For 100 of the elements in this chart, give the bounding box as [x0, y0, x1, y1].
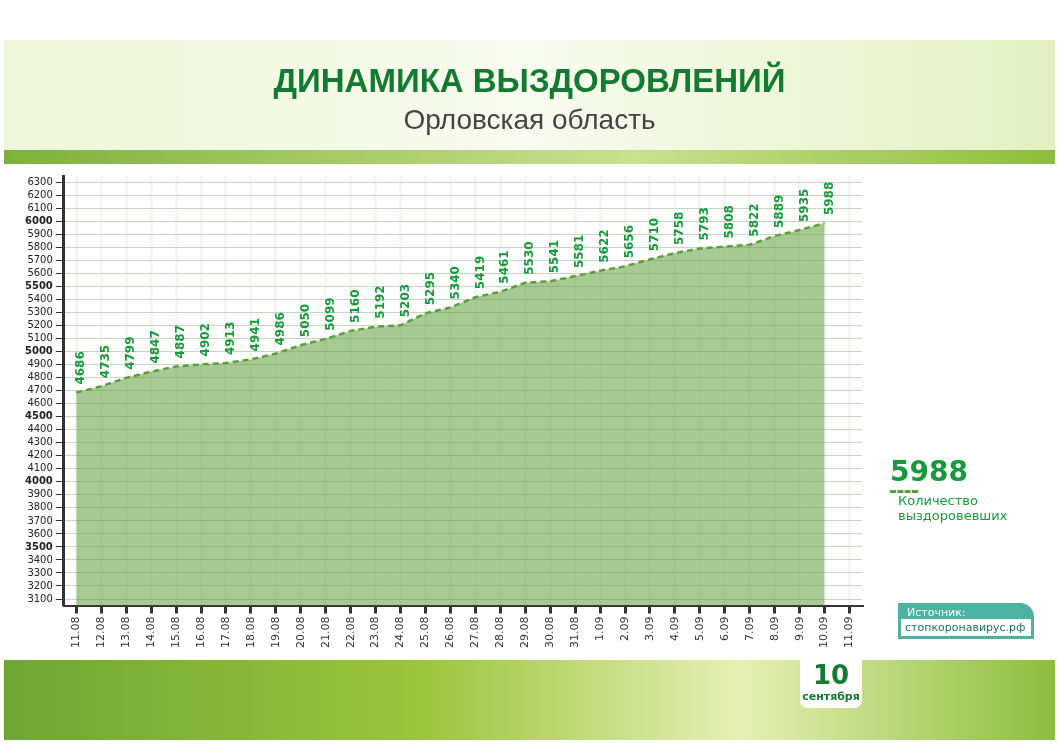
data-label: 5340	[447, 266, 462, 300]
data-label: 5822	[746, 203, 761, 237]
x-tick-label: 11.09	[842, 616, 856, 649]
y-tick-label: 3600	[27, 527, 53, 539]
x-tick-label: 21.08	[318, 616, 332, 649]
y-tick-label: 4800	[27, 371, 53, 383]
x-tick-label: 6.09	[717, 616, 731, 642]
y-tick-label: 5400	[27, 293, 53, 305]
data-label: 4847	[148, 330, 163, 364]
y-tick-label: 4100	[27, 462, 53, 474]
x-tick-label: 23.08	[368, 616, 382, 649]
legend-label: Количество выздоровевших	[898, 493, 1009, 523]
x-tick-label: 20.08	[293, 616, 307, 649]
x-tick-label: 16.08	[193, 616, 207, 649]
data-label: 5461	[497, 250, 512, 284]
text: 5988	[890, 455, 969, 488]
text: стопкоронавирус.рф	[901, 619, 1031, 636]
x-tick-label: 28.08	[493, 616, 507, 649]
x-tick-label: 22.08	[343, 616, 357, 649]
x-tick-label: 12.08	[94, 616, 108, 649]
x-tick-label: 8.09	[767, 616, 781, 642]
data-label: 5793	[697, 207, 711, 241]
y-tick-label: 6200	[27, 189, 53, 201]
data-label: 4902	[198, 323, 213, 357]
x-tick-label: 3.09	[642, 616, 656, 642]
y-tick-label: 5100	[27, 332, 53, 344]
data-label: 5099	[322, 297, 337, 331]
data-label: 4887	[173, 325, 188, 359]
data-label: 5050	[297, 303, 312, 338]
y-tick-label: 4200	[27, 449, 53, 461]
y-tick-label: 4400	[27, 423, 53, 435]
y-tick-label: 5700	[27, 254, 53, 266]
y-tick-label: 5800	[27, 241, 53, 253]
data-label: 4686	[73, 351, 88, 385]
data-label: 5710	[647, 217, 662, 252]
x-tick-label: 10.09	[817, 616, 831, 649]
data-label: 5419	[472, 255, 487, 290]
data-label: 5192	[372, 285, 387, 319]
data-label: 5656	[622, 224, 637, 259]
y-tick-label: 3800	[27, 501, 53, 513]
y-tick-label: 4300	[27, 436, 53, 448]
x-tick-label: 4.09	[667, 616, 681, 642]
y-tick-label: 5600	[27, 267, 53, 279]
data-label: 5935	[796, 188, 811, 223]
data-label: 5988	[821, 181, 836, 216]
y-tick-label: 6000	[24, 215, 53, 227]
data-label: 5889	[771, 194, 786, 228]
y-tick-label: 6300	[27, 176, 53, 188]
text: 10 сентября	[801, 660, 861, 703]
y-tick-label: 4700	[27, 384, 53, 396]
data-label: 5530	[522, 241, 537, 275]
y-tick-label: 5900	[27, 228, 53, 240]
data-label: 5295	[422, 271, 437, 306]
y-tick-label: 5000	[24, 345, 53, 357]
data-label: 5808	[721, 205, 736, 239]
x-tick-label: 17.08	[218, 616, 232, 649]
y-tick-label: 3500	[24, 540, 53, 552]
data-label: 4986	[272, 312, 287, 346]
y-tick-label: 3900	[27, 488, 53, 500]
chart-title: ДИНАМИКА ВЫЗДОРОВЛЕНИЙ	[272, 62, 787, 100]
text: Источник:	[906, 606, 967, 619]
y-tick-label: 3100	[27, 592, 53, 604]
x-tick-label: 27.08	[468, 616, 482, 649]
x-tick-label: 26.08	[443, 616, 457, 649]
x-tick-label: 15.08	[168, 616, 182, 649]
x-tick-label: 25.08	[418, 616, 432, 649]
data-label: 4799	[123, 336, 138, 370]
data-label: 4913	[223, 321, 238, 356]
data-label: 4941	[248, 317, 263, 352]
y-tick-label: 5500	[24, 280, 53, 292]
x-tick-label: 19.08	[268, 616, 282, 649]
y-tick-label: 4500	[24, 410, 53, 422]
x-tick-label: 24.08	[393, 616, 407, 649]
x-tick-label: 14.08	[143, 616, 157, 649]
data-label: 5758	[672, 211, 687, 246]
data-label: 5160	[347, 289, 362, 323]
x-tick-label: 11.08	[69, 616, 83, 649]
x-tick-label: 5.09	[692, 616, 706, 642]
chart-subtitle: Орловская область	[402, 104, 657, 136]
y-tick-label: 3700	[27, 514, 53, 526]
y-tick-label: 3300	[27, 566, 53, 578]
x-tick-label: 1.09	[592, 616, 606, 642]
x-tick-label: 9.09	[792, 616, 806, 642]
y-tick-label: 5300	[27, 306, 53, 318]
data-label: 4735	[98, 344, 113, 379]
x-tick-label: 30.08	[543, 616, 557, 649]
data-label: 5541	[547, 239, 562, 274]
data-label: 5622	[597, 229, 612, 263]
x-tick-label: 29.08	[518, 616, 532, 649]
y-tick-label: 3400	[27, 553, 53, 565]
x-tick-label: 7.09	[742, 616, 756, 642]
x-tick-label: 13.08	[119, 616, 133, 649]
y-tick-label: 4000	[24, 475, 53, 487]
y-tick-label: 6100	[27, 202, 53, 214]
data-label: 5581	[572, 234, 587, 269]
y-tick-label: 4600	[27, 397, 53, 409]
y-tick-label: 5200	[27, 319, 53, 331]
y-tick-label: 4900	[27, 358, 53, 370]
x-tick-label: 18.08	[243, 616, 257, 649]
x-tick-label: 31.08	[568, 616, 582, 649]
